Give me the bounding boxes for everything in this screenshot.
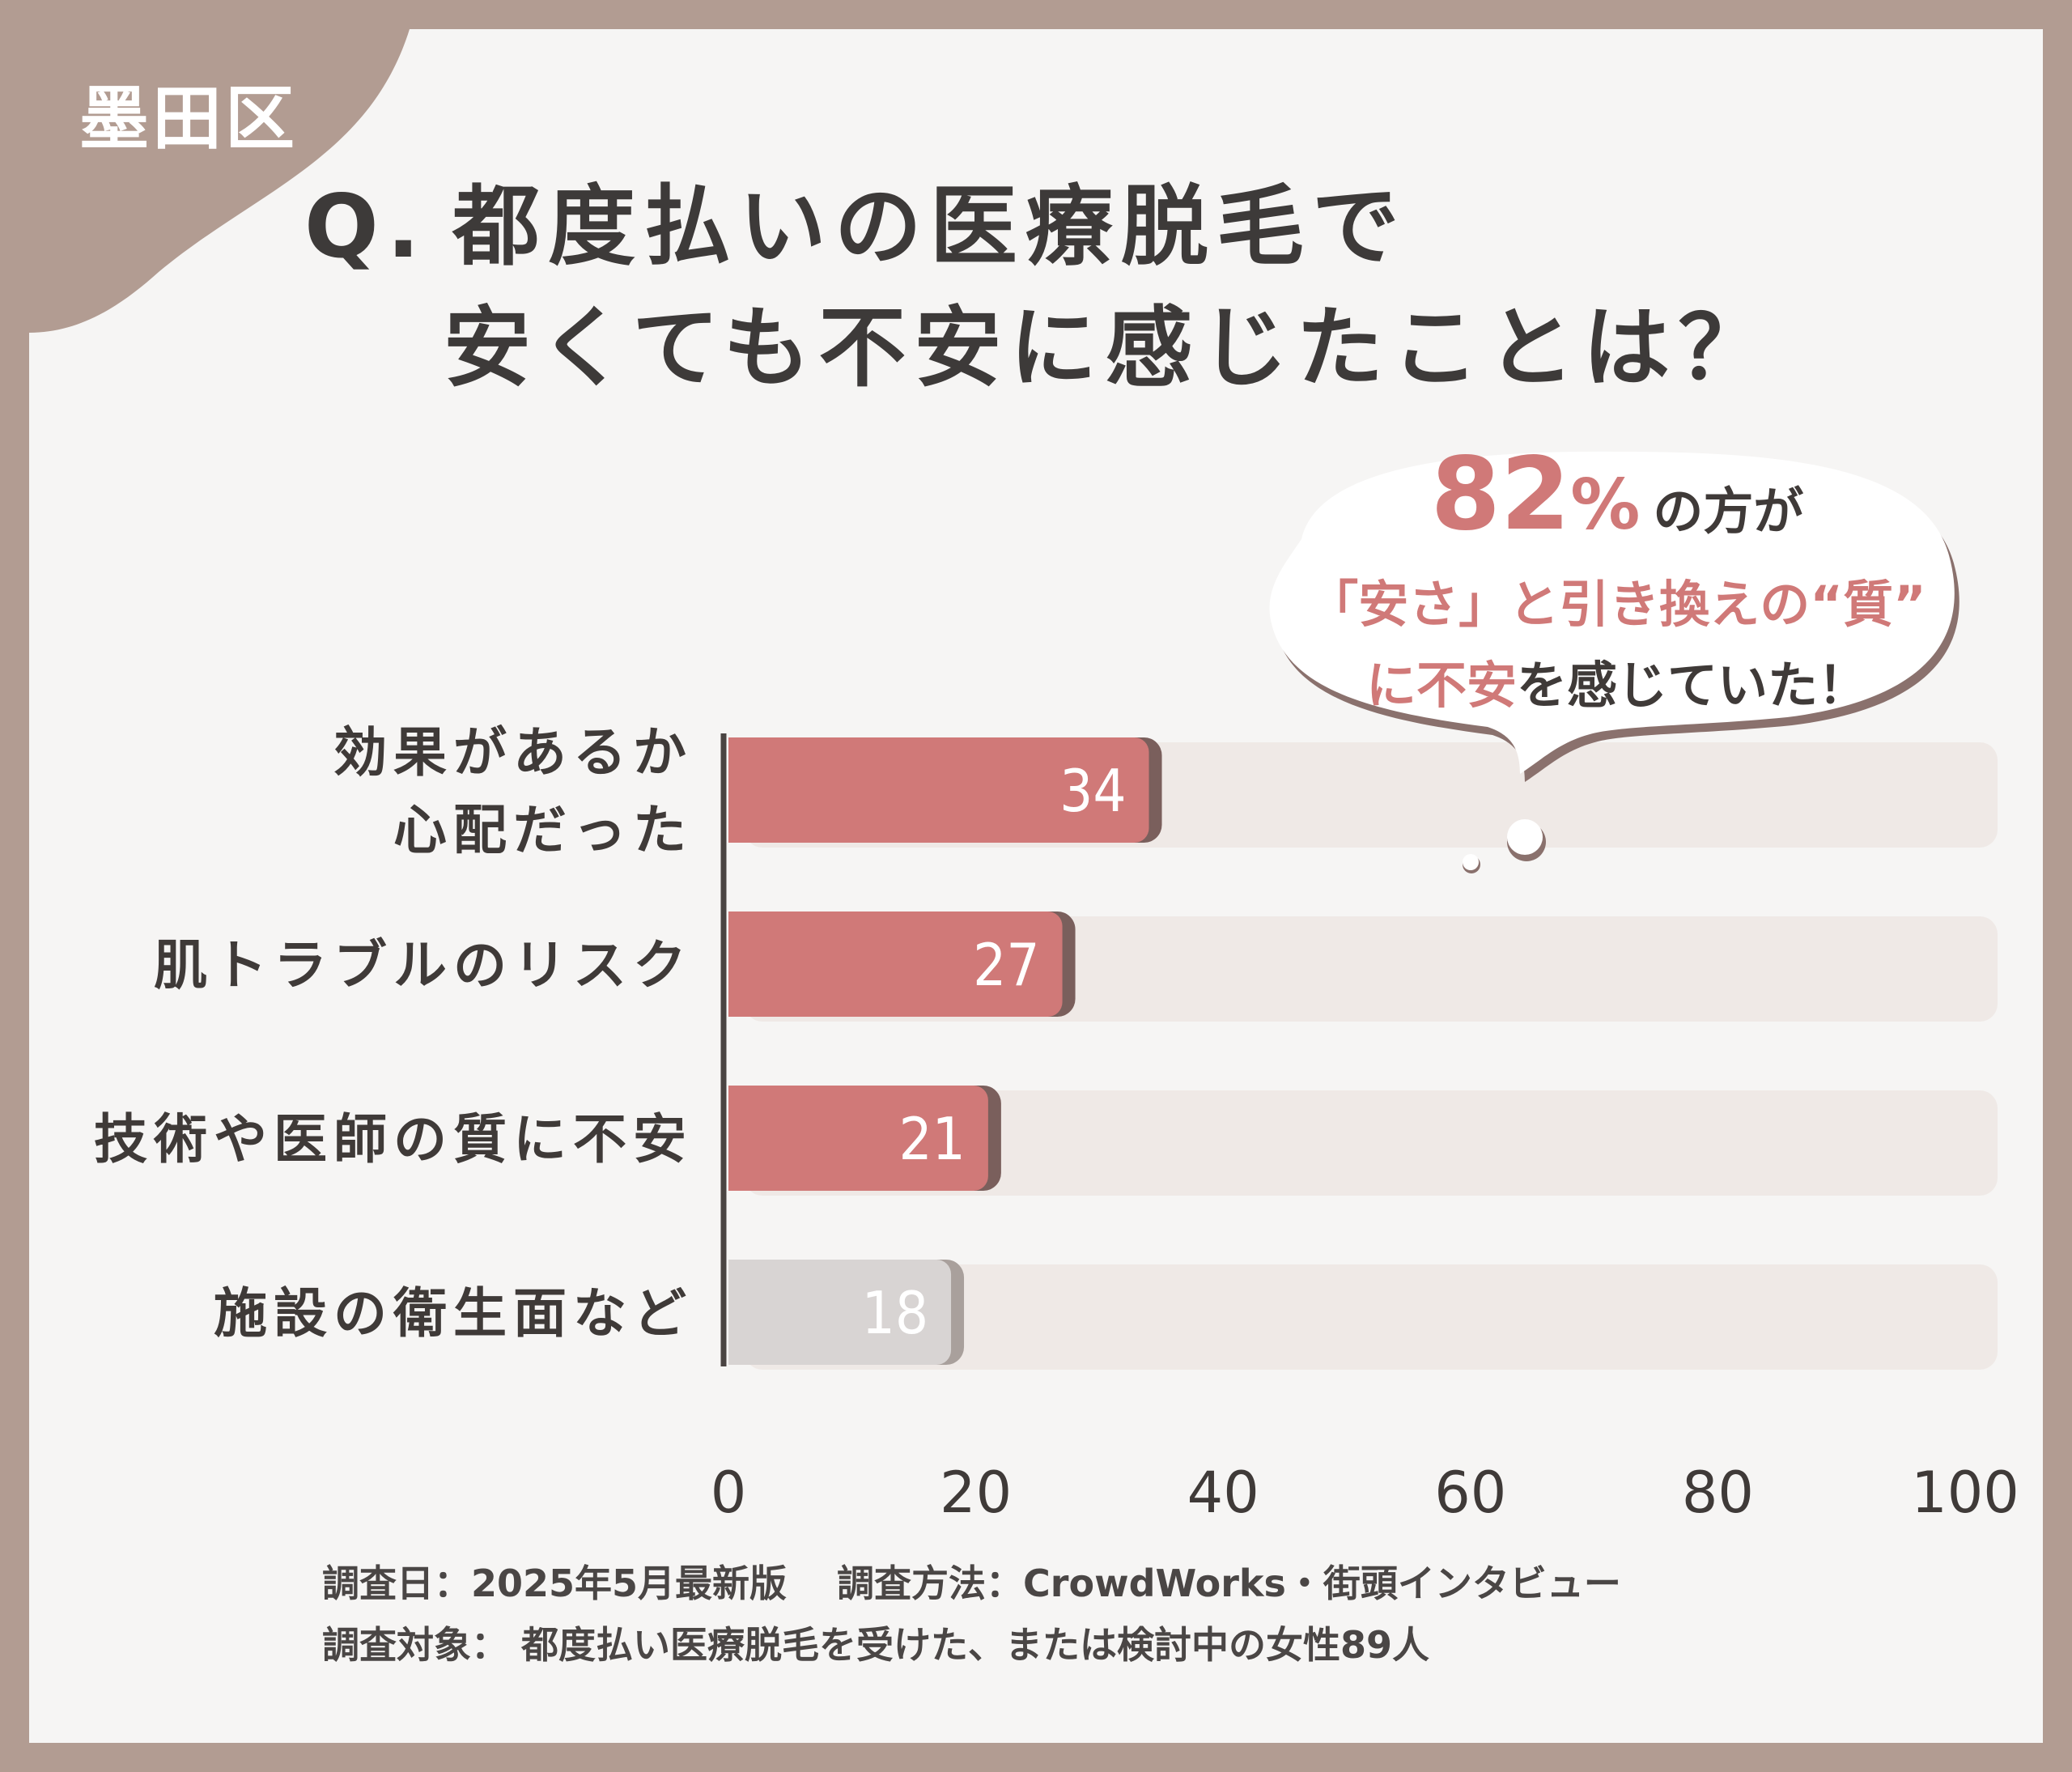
data-label: 34: [1059, 757, 1126, 825]
question-prefix: Q.: [304, 176, 428, 278]
question-line-1: 都度払いの医療脱毛で: [452, 176, 1408, 278]
question-title: Q. 都度払いの医療脱毛で 安くても不安に感じたことは？: [304, 167, 1923, 410]
callout-line-2: 「安さ」と引き換えの“質”: [1308, 575, 1926, 634]
bar-left-edge: [728, 911, 753, 1017]
bar-2: [728, 911, 1063, 1017]
data-label: 27: [973, 931, 1039, 999]
callout-text: 82% の方が 「安さ」と引き換えの“質” に不安を感じていた！: [1253, 442, 1981, 726]
bar-track: [745, 1090, 1998, 1196]
callout-line-3-accent: に不安: [1365, 656, 1517, 715]
bar-left-edge: [728, 1086, 753, 1191]
x-tick-label: 100: [1911, 1460, 2019, 1526]
bar-track: [745, 1264, 1998, 1370]
thought-dots: [1463, 819, 1546, 873]
category-label: 施設の衛生面など: [214, 1282, 693, 1345]
corner-tab-shape: [29, 29, 410, 333]
footnote-line-1: 調査日：2025年5月最新版 調査方法：CrowdWorks・街頭インタビュー: [322, 1562, 1621, 1605]
bar-1: [728, 737, 1149, 843]
category-label: 肌トラブルのリスク: [154, 934, 693, 996]
category-label: 技術や医師の質に不安: [94, 1108, 693, 1171]
category-label: 心配だった: [393, 799, 693, 861]
speech-bubble: [1269, 451, 1959, 782]
bar-left-edge: [728, 1260, 753, 1365]
bar-4: [728, 1260, 952, 1365]
data-label: 18: [862, 1279, 928, 1347]
bar-left-edge: [728, 737, 753, 843]
callout-number: 82: [1430, 436, 1571, 553]
x-tick-label: 0: [711, 1460, 747, 1526]
footnote-line-2: 調査対象： 都度払い医療脱毛を受けた、または検討中の女性89人: [322, 1623, 1430, 1667]
question-line-2: 安くても不安に感じたことは？: [444, 298, 1774, 399]
survey-footnote: 調査日：2025年5月最新版 調査方法：CrowdWorks・街頭インタビュー …: [322, 1553, 1941, 1676]
callout-percent: %: [1570, 465, 1641, 546]
bar-3: [728, 1086, 988, 1191]
x-tick-label: 20: [940, 1460, 1012, 1526]
callout-line-3: を感じていた！: [1517, 656, 1869, 715]
x-tick-label: 60: [1434, 1460, 1506, 1526]
x-tick-label: 40: [1187, 1460, 1259, 1526]
category-label: 効果があるか: [333, 721, 693, 784]
callout-line-1: の方が: [1653, 482, 1804, 541]
data-label: 21: [898, 1105, 965, 1173]
infographic-card: 墨田区 Q. 都度払いの医療脱毛で 安くても不安に感じたことは？ 34 効果があるか…: [29, 29, 2043, 1743]
x-tick-label: 80: [1682, 1460, 1754, 1526]
region-badge: 墨田区: [79, 79, 298, 159]
